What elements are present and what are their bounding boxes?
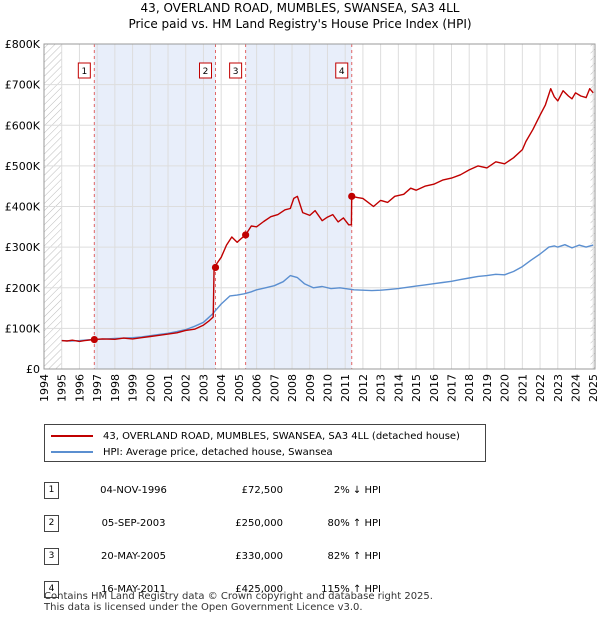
sale-hpi-diff: 2% ↓ HPI [333,485,381,496]
x-tick-label: 2008 [286,374,299,402]
sale-4-badge-label: 4 [339,67,345,77]
sale-2-badge [199,62,213,79]
x-tick-label: 2004 [215,374,228,402]
x-tick-label: 2007 [268,374,281,402]
x-tick-label: 2014 [392,374,405,402]
table-row: 4 16-MAY-2011 £425,000 115% ↑ HPI [44,573,381,606]
series-line-property [61,88,594,343]
sale-price: £72,500 [241,485,283,496]
y-tick-label: £300K [5,241,41,254]
x-tick-label: 2021 [516,374,529,402]
y-tick-label: £200K [5,282,41,295]
x-tick-label: 1995 [56,374,69,402]
sale-date: 04-NOV-1996 [100,485,167,496]
x-tick-label: 2017 [445,374,458,402]
sale-price: £330,000 [235,551,283,562]
x-tick-label: 2023 [552,374,565,402]
x-tick-label: 2012 [357,374,370,402]
y-tick-label: £700K [5,79,41,92]
sale-3-badge-label: 3 [233,67,239,77]
y-tick-label: £600K [5,119,41,132]
sales-table: 1 04-NOV-1996 £72,500 2% ↓ HPI 2 05-SEP-… [44,474,381,606]
chart-subtitle: Price paid vs. HM Land Registry's House … [128,17,472,31]
price-chart: 1 2 3 4 £0 £100K £200K £300K £400K £500K £600K £70… [5,38,600,402]
sale-hpi-diff: 82% ↑ HPI [327,551,381,562]
x-tick-label: 2005 [233,374,246,402]
legend-item-property: 43, OVERLAND ROAD, MUMBLES, SWANSEA, SA3… [51,429,460,443]
sale-2-badge-label: 2 [203,67,209,77]
table-row: 2 05-SEP-2003 £250,000 80% ↑ HPI [44,507,381,540]
x-tick-label: 2009 [304,374,317,402]
sale-3-badge [229,62,243,79]
chart-title: 43, OVERLAND ROAD, MUMBLES, SWANSEA, SA3… [140,1,460,15]
footer-licence: This data is licensed under the Open Gov… [44,602,363,613]
legend-swatch-property [51,435,93,437]
footer-copyright: Contains HM Land Registry data © Crown c… [44,591,433,602]
legend-label-property: 43, OVERLAND ROAD, MUMBLES, SWANSEA, SA3… [103,430,460,442]
sale-price: £250,000 [235,518,283,529]
y-tick-label: £500K [5,160,41,173]
x-tick-label: 2016 [428,374,441,402]
x-tick-label: 2025 [587,374,600,402]
legend-item-hpi: HPI: Average price, detached house, Swan… [51,445,333,459]
x-tick-label: 2001 [162,374,175,402]
x-tick-label: 1998 [109,374,122,402]
sale-3-point [242,231,250,239]
x-tick-label: 2018 [463,374,476,402]
x-tick-label: 2003 [197,374,210,402]
footer-attribution: Contains HM Land Registry data © Crown c… [44,591,433,613]
x-tick-label: 1996 [73,374,86,402]
x-tick-label: 2000 [144,374,157,402]
x-tick-label: 1997 [91,374,104,402]
sale-2-point [211,263,220,272]
sale-hpi-diff: 80% ↑ HPI [327,518,381,529]
table-row: 3 20-MAY-2005 £330,000 82% ↑ HPI [44,540,381,573]
y-tick-label: £400K [5,201,41,214]
sale-1-point [90,335,98,344]
sale-4-badge [335,62,349,79]
plot-frame [43,43,596,370]
sale-price: £425,000 [235,584,283,595]
y-tick-label: £100K [5,322,41,335]
series-line-hpi [61,244,594,342]
x-tick-label: 2024 [570,374,583,402]
sale-date: 20-MAY-2005 [100,551,166,562]
x-tick-label: 2015 [410,374,423,402]
chart-legend: 43, OVERLAND ROAD, MUMBLES, SWANSEA, SA3… [44,424,486,462]
x-tick-label: 2010 [321,374,334,402]
sale-1-badge-label: 1 [81,67,87,77]
sale-number-badge: 1 [44,482,59,499]
sale-4-point [348,192,356,200]
x-tick-label: 2011 [339,374,352,402]
sale-number-badge: 2 [44,515,59,532]
x-tick-label: 2013 [375,374,388,402]
table-row: 1 04-NOV-1996 £72,500 2% ↓ HPI [44,474,381,507]
x-tick-label: 2002 [180,374,193,402]
x-tick-label: 1999 [127,374,140,402]
y-tick-label: £0 [26,363,40,376]
x-tick-label: 2022 [534,374,547,402]
sale-number-badge: 4 [44,581,59,598]
legend-swatch-hpi [51,451,93,453]
x-tick-label: 2020 [499,374,512,402]
x-tick-label: 1994 [38,374,51,402]
sale-hpi-diff: 115% ↑ HPI [321,584,381,595]
x-tick-label: 2019 [481,374,494,402]
sale-number-badge: 3 [44,548,59,565]
y-tick-label: £800K [5,38,41,51]
sale-date: 16-MAY-2011 [100,584,166,595]
x-tick-label: 2006 [251,374,264,402]
legend-label-hpi: HPI: Average price, detached house, Swan… [103,446,333,458]
sale-1-badge [77,62,91,79]
sale-date: 05-SEP-2003 [101,518,166,529]
